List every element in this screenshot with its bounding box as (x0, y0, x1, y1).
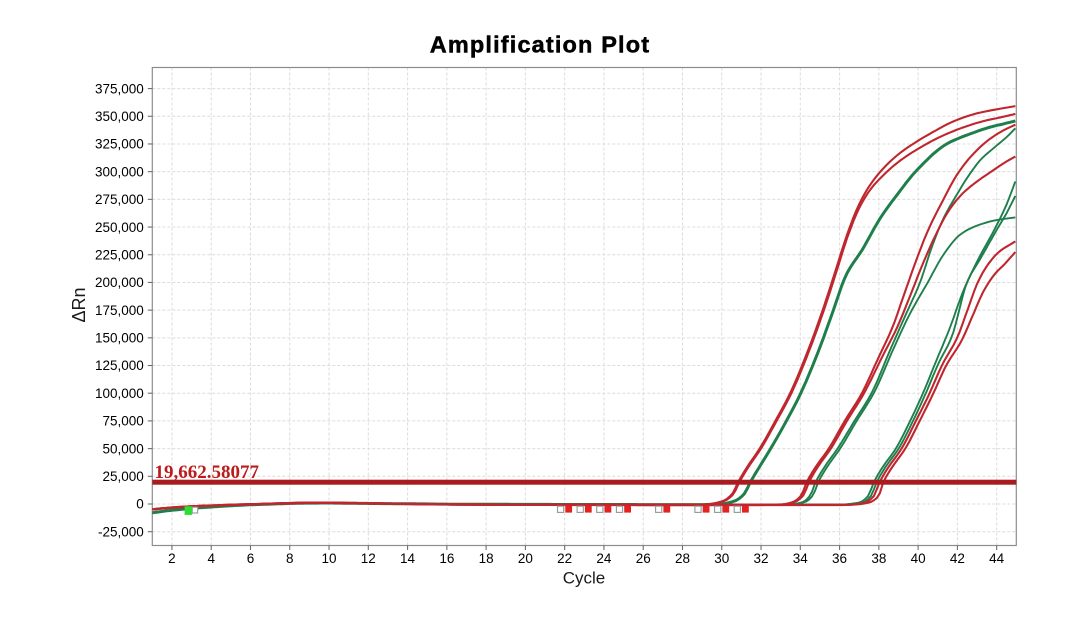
svg-text:10: 10 (322, 551, 337, 566)
svg-text:2: 2 (168, 551, 176, 566)
svg-text:325,000: 325,000 (95, 137, 144, 152)
svg-text:32: 32 (754, 551, 769, 566)
svg-text:8: 8 (286, 551, 294, 566)
svg-text:18: 18 (479, 551, 494, 566)
svg-text:40: 40 (911, 551, 926, 566)
svg-text:16: 16 (439, 551, 454, 566)
svg-text:34: 34 (793, 551, 809, 566)
svg-text:50,000: 50,000 (103, 441, 144, 456)
svg-text:125,000: 125,000 (95, 358, 144, 373)
svg-text:30: 30 (714, 551, 729, 566)
svg-text:Amplification Plot: Amplification Plot (430, 32, 650, 58)
svg-text:Cycle: Cycle (563, 569, 606, 588)
svg-text:25,000: 25,000 (103, 469, 144, 484)
svg-text:ΔRn: ΔRn (69, 287, 89, 322)
svg-text:20: 20 (518, 551, 533, 566)
svg-text:12: 12 (361, 551, 376, 566)
svg-text:75,000: 75,000 (103, 414, 144, 429)
svg-text:250,000: 250,000 (95, 220, 144, 235)
svg-text:19,662.58077: 19,662.58077 (155, 462, 260, 483)
svg-text:200,000: 200,000 (95, 275, 144, 290)
svg-text:36: 36 (832, 551, 847, 566)
svg-text:4: 4 (207, 551, 215, 566)
svg-text:-25,000: -25,000 (98, 524, 144, 539)
svg-text:22: 22 (557, 551, 572, 566)
svg-text:275,000: 275,000 (95, 192, 144, 207)
svg-text:28: 28 (675, 551, 690, 566)
svg-text:14: 14 (400, 551, 416, 566)
svg-text:24: 24 (596, 551, 612, 566)
svg-text:100,000: 100,000 (95, 386, 144, 401)
svg-text:150,000: 150,000 (95, 331, 144, 346)
svg-text:38: 38 (871, 551, 886, 566)
svg-text:44: 44 (989, 551, 1005, 566)
svg-text:0: 0 (136, 497, 144, 512)
svg-text:225,000: 225,000 (95, 247, 144, 262)
svg-text:26: 26 (636, 551, 651, 566)
svg-text:300,000: 300,000 (95, 164, 144, 179)
svg-text:175,000: 175,000 (95, 303, 144, 318)
svg-text:375,000: 375,000 (95, 81, 144, 96)
svg-text:42: 42 (950, 551, 965, 566)
svg-text:350,000: 350,000 (95, 109, 144, 124)
svg-text:6: 6 (247, 551, 255, 566)
